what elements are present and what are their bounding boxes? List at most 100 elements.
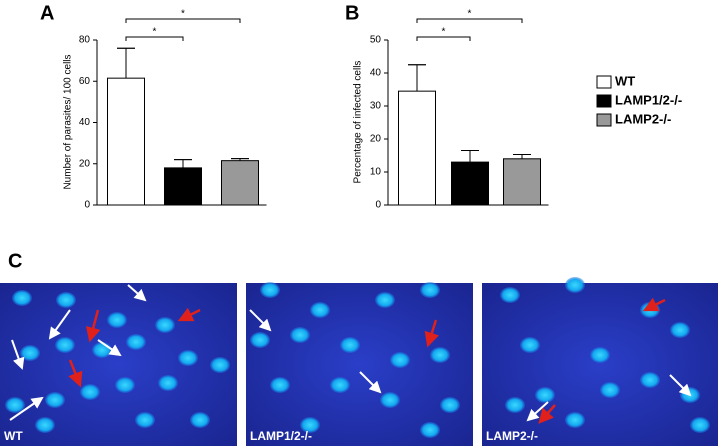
arrow (177, 307, 201, 322)
y-tick-label: 60 (79, 76, 91, 87)
arrow (97, 339, 122, 357)
y-tick-label: 50 (370, 35, 382, 46)
nucleus (520, 337, 540, 353)
nucleus (107, 312, 127, 328)
nucleus (670, 322, 690, 338)
arrow (11, 339, 25, 370)
arrow (359, 371, 382, 394)
nucleus (390, 352, 410, 368)
nucleus (640, 372, 660, 388)
micrograph (482, 283, 718, 446)
nucleus (420, 282, 440, 298)
arrow (526, 401, 549, 422)
bar (503, 158, 541, 206)
significance-label: * (468, 9, 472, 20)
nucleus (440, 397, 460, 413)
nucleus (330, 377, 350, 393)
nucleus (565, 412, 585, 428)
bar (398, 90, 436, 206)
nucleus (420, 422, 440, 438)
nucleus (535, 387, 555, 403)
significance-bracket (416, 18, 523, 23)
nucleus (505, 397, 525, 413)
arrow (127, 284, 147, 302)
nucleus (45, 392, 65, 408)
significance-label: * (442, 27, 446, 38)
nucleus (155, 317, 175, 333)
y-tick-label: 20 (79, 158, 91, 169)
y-tick-label: 0 (375, 200, 381, 211)
nucleus (178, 350, 198, 366)
nucleus (310, 302, 330, 318)
panel-label: C (8, 250, 22, 272)
legend-swatch (596, 94, 612, 108)
bar (107, 77, 145, 206)
nucleus (600, 382, 620, 398)
legend-swatch (596, 75, 612, 89)
image-label: LAMP1/2-/- (250, 429, 312, 443)
nucleus (380, 392, 400, 408)
nucleus (55, 337, 75, 353)
bar (164, 167, 202, 206)
arrow (9, 396, 44, 421)
nucleus (35, 417, 55, 433)
y-axis-label: Number of parasites/ 100 cells (63, 54, 74, 189)
arrow (85, 309, 101, 343)
nucleus (430, 347, 450, 363)
arrow (249, 309, 272, 332)
y-axis-label: Percentage of infected cells (353, 61, 364, 184)
y-tick-label: 0 (84, 200, 90, 211)
legend-label: WT (615, 73, 635, 88)
nucleus (92, 342, 112, 358)
nucleus (12, 290, 32, 306)
y-tick-label: 40 (79, 117, 91, 128)
nucleus (500, 287, 520, 303)
bar (221, 160, 259, 206)
arrow (642, 297, 666, 312)
nucleus (56, 292, 76, 308)
nucleus (340, 337, 360, 353)
nucleus (80, 384, 100, 400)
micrograph (246, 283, 473, 446)
legend-label: LAMP2-/- (615, 111, 671, 126)
nucleus (126, 334, 146, 350)
panel-label: A (40, 2, 54, 24)
bar (451, 161, 489, 206)
y-tick-label: 80 (79, 35, 91, 46)
nucleus (270, 377, 290, 393)
nucleus (115, 377, 135, 393)
arrow (669, 374, 692, 397)
nucleus (375, 292, 395, 308)
image-label: LAMP2-/- (486, 429, 538, 443)
y-tick-label: 20 (370, 134, 382, 145)
arrow (48, 309, 71, 340)
significance-label: * (181, 9, 185, 20)
nucleus (690, 417, 710, 433)
nucleus (158, 375, 178, 391)
y-tick-label: 40 (370, 68, 382, 79)
significance-bracket (125, 18, 241, 23)
y-tick-label: 30 (370, 101, 382, 112)
nucleus (20, 345, 40, 361)
y-tick-label: 10 (370, 167, 382, 178)
arrow (424, 319, 439, 348)
nucleus (590, 347, 610, 363)
panel-label: B (345, 2, 359, 24)
nucleus (260, 282, 280, 298)
nucleus (210, 357, 230, 373)
nucleus (5, 397, 25, 413)
legend-label: LAMP1/2-/- (615, 92, 682, 107)
nucleus (565, 277, 585, 293)
arrow (68, 359, 83, 388)
significance-bracket (125, 36, 184, 41)
nucleus (300, 417, 320, 433)
nucleus (190, 412, 210, 428)
nucleus (135, 412, 155, 428)
image-label: WT (4, 429, 23, 443)
significance-label: * (153, 27, 157, 38)
arrow (538, 404, 556, 424)
significance-bracket (416, 36, 471, 41)
nucleus (250, 332, 270, 348)
nucleus (290, 327, 310, 343)
